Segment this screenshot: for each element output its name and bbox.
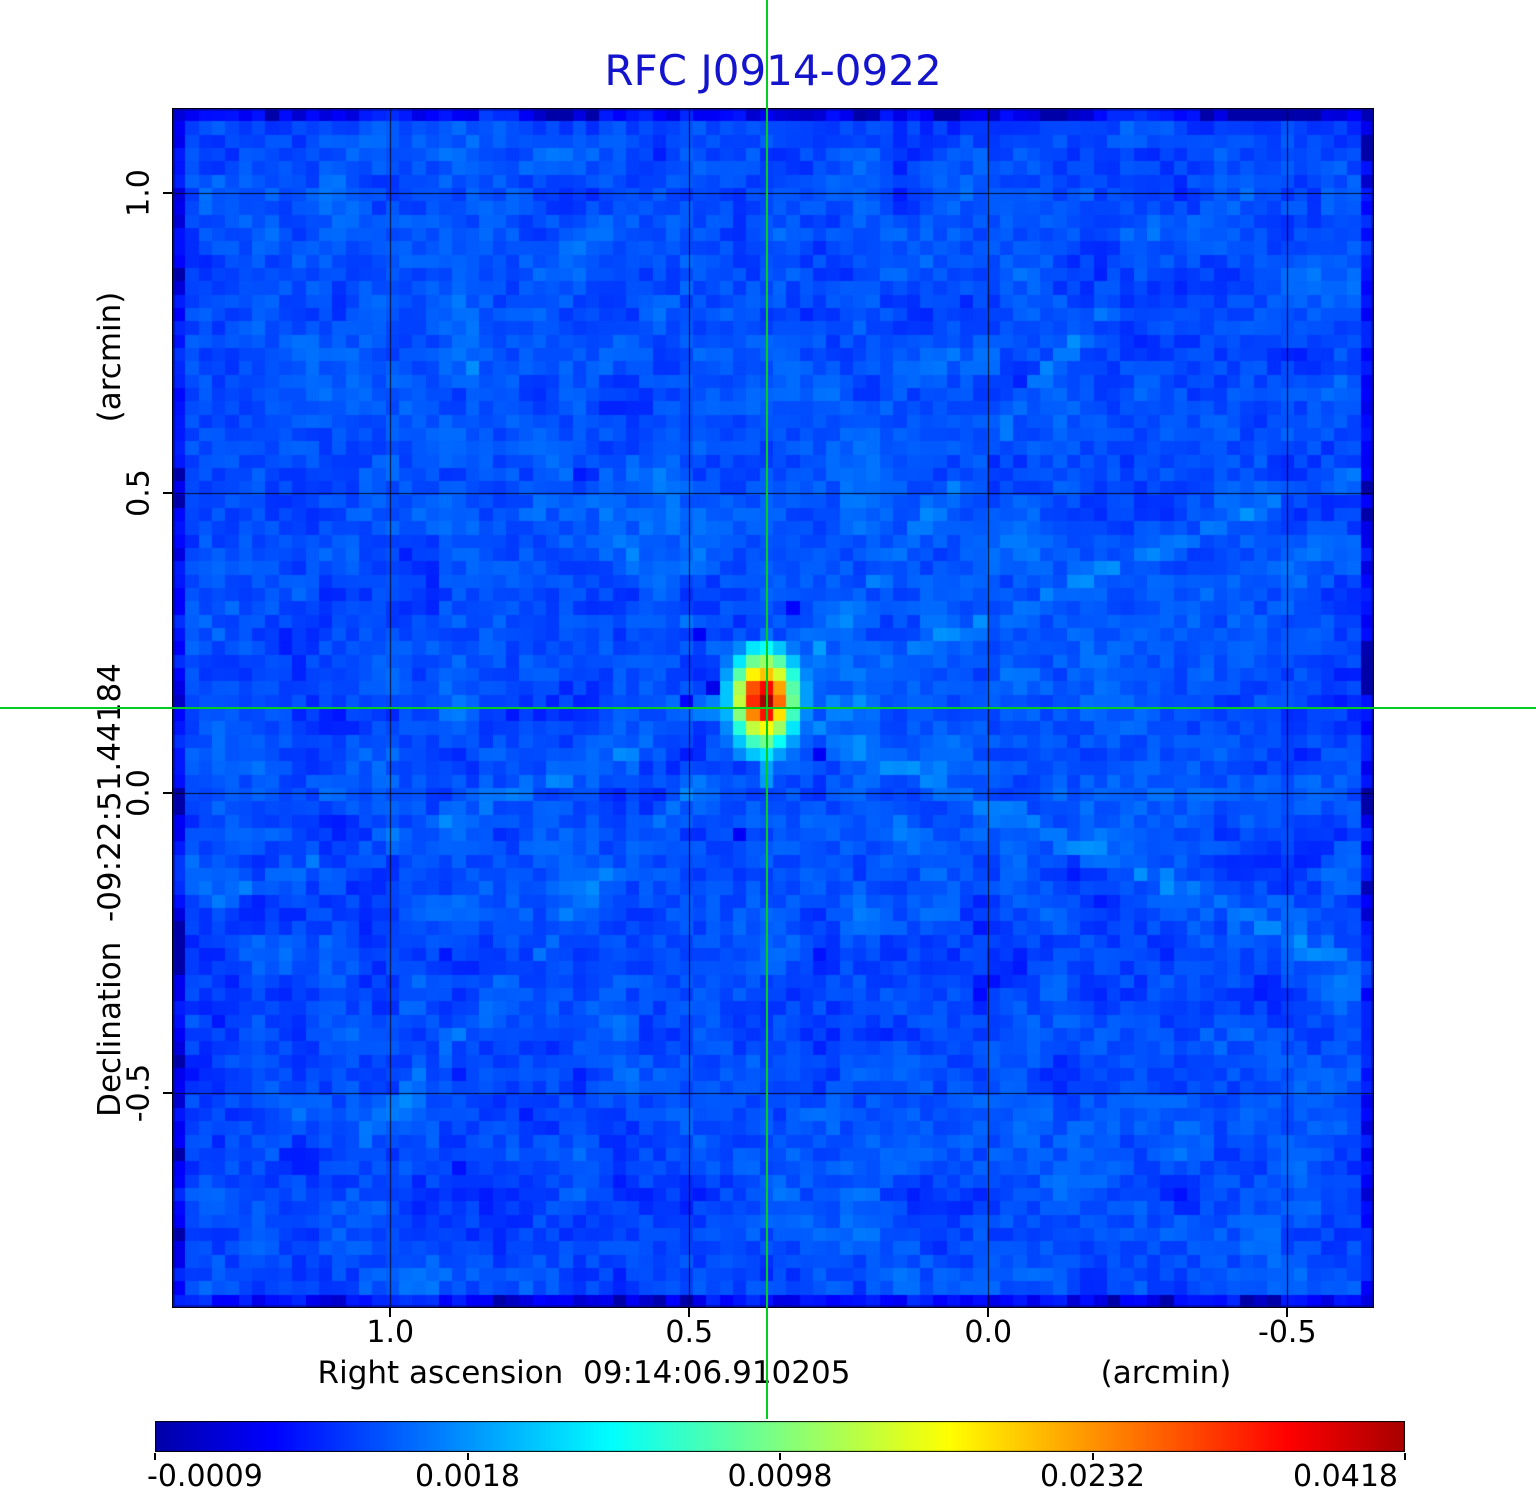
x-axis-title: Right ascension 09:14:06.910205 <box>317 1355 851 1391</box>
x-axis-tick-label: 1.0 <box>366 1315 415 1350</box>
axis-tick <box>688 1308 691 1317</box>
colorbar-tick <box>1091 1453 1094 1460</box>
colorbar-tick <box>1404 1453 1406 1460</box>
y-axis-unit-label: (arcmin) <box>91 291 128 423</box>
colorbar-tick-label: 0.0418 <box>1293 1459 1398 1494</box>
y-axis-tick-label: 0.5 <box>121 469 157 518</box>
x-axis-tick-label: -0.5 <box>1258 1315 1317 1350</box>
axis-tick <box>389 1308 392 1317</box>
colorbar-tick-label: 0.0232 <box>1040 1459 1145 1494</box>
colorbar <box>155 1421 1405 1452</box>
crosshair-horizontal-line <box>0 707 1536 709</box>
axis-tick <box>1286 1308 1289 1317</box>
x-axis-unit-label: (arcmin) <box>1100 1355 1232 1391</box>
axis-tick <box>163 492 172 495</box>
y-axis-tick-label: 1.0 <box>121 169 157 218</box>
colorbar-tick <box>154 1453 156 1460</box>
colorbar-tick-label: 0.0098 <box>727 1459 833 1494</box>
axis-tick <box>163 1092 172 1095</box>
x-axis-tick-label: 0.0 <box>964 1315 1013 1350</box>
colorbar-tick-label: -0.0009 <box>147 1459 263 1494</box>
axis-tick <box>163 192 172 195</box>
colorbar-tick <box>779 1453 781 1460</box>
page-title: RFC J0914-0922 <box>604 46 942 95</box>
colorbar-tick <box>466 1453 469 1460</box>
axis-tick <box>163 792 172 795</box>
crosshair-vertical-line <box>766 0 769 1419</box>
colorbar-tick-label: 0.0018 <box>415 1459 520 1494</box>
x-axis-tick-label: 0.5 <box>665 1315 714 1350</box>
y-axis-title: Declination -09:22:51.44184 <box>91 663 128 1117</box>
axis-tick <box>987 1308 990 1317</box>
